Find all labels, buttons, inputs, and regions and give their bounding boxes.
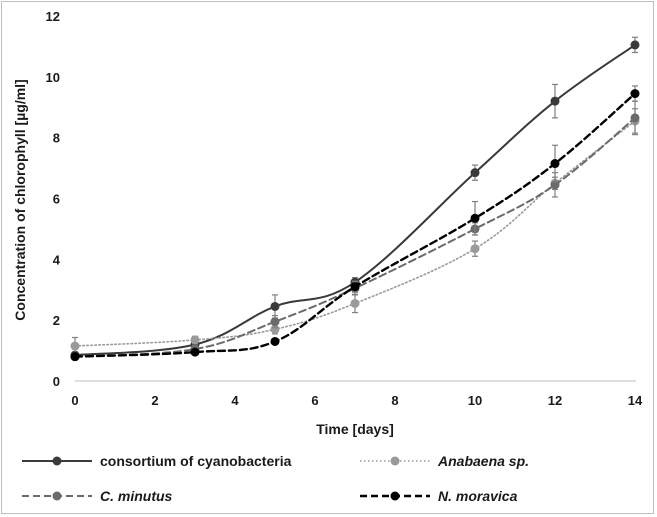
data-point <box>70 341 80 351</box>
data-point <box>270 301 280 311</box>
data-point <box>270 317 280 327</box>
legend-item-n-moravica: N. moravica <box>360 488 518 504</box>
legend-marker <box>52 456 62 466</box>
y-tick-label: 8 <box>53 131 60 146</box>
data-point <box>470 213 480 223</box>
y-tick-label: 10 <box>46 70 60 85</box>
data-point <box>270 324 280 334</box>
x-tick-label: 14 <box>628 393 643 408</box>
data-point <box>550 159 560 169</box>
data-point <box>630 89 640 99</box>
y-tick-label: 4 <box>53 252 61 267</box>
data-point <box>190 335 200 345</box>
data-point <box>630 40 640 50</box>
data-point <box>630 113 640 123</box>
data-point <box>470 168 480 178</box>
legend-item-c-minutus: C. minutus <box>22 488 173 504</box>
data-point <box>350 298 360 308</box>
legend-item-consortium: consortium of cyanobacteria <box>22 453 292 469</box>
legend: consortium of cyanobacteria Anabaena sp. C… <box>22 453 529 504</box>
legend-label: Anabaena sp. <box>437 453 529 469</box>
legend-marker <box>390 456 400 466</box>
y-tick-label: 12 <box>46 9 60 24</box>
x-tick-label: 6 <box>311 393 318 408</box>
series-n-moravica <box>70 85 640 362</box>
data-point <box>350 282 360 292</box>
x-tick-label: 0 <box>71 393 78 408</box>
data-point <box>550 96 560 106</box>
x-tick-label: 4 <box>231 393 239 408</box>
data-point <box>70 352 80 362</box>
series-line <box>73 92 637 358</box>
series-c-minutus <box>70 100 640 362</box>
x-tick-label: 10 <box>468 393 482 408</box>
y-axis-title: Concentration of chlorophyll [µg/ml] <box>12 79 28 320</box>
x-axis-title: Time [days] <box>316 421 394 437</box>
legend-label: N. moravica <box>438 488 518 504</box>
legend-marker <box>390 491 400 501</box>
data-point <box>270 336 280 346</box>
series-line <box>74 116 636 358</box>
tick-labels: 0 2 4 6 8 10 12 14 0 2 4 6 8 10 12 <box>46 9 643 408</box>
data-point <box>470 244 480 254</box>
x-tick-label: 12 <box>548 393 562 408</box>
y-tick-label: 0 <box>53 374 60 389</box>
data-point <box>190 347 200 357</box>
x-tick-label: 8 <box>391 393 398 408</box>
y-tick-label: 6 <box>53 192 60 207</box>
legend-label: consortium of cyanobacteria <box>100 453 292 469</box>
y-tick-label: 2 <box>53 313 60 328</box>
legend-label: C. minutus <box>100 488 173 504</box>
legend-marker <box>52 491 62 501</box>
data-point <box>550 180 560 190</box>
x-tick-label: 2 <box>151 393 158 408</box>
series <box>70 36 640 362</box>
legend-item-anabaena: Anabaena sp. <box>360 453 529 469</box>
